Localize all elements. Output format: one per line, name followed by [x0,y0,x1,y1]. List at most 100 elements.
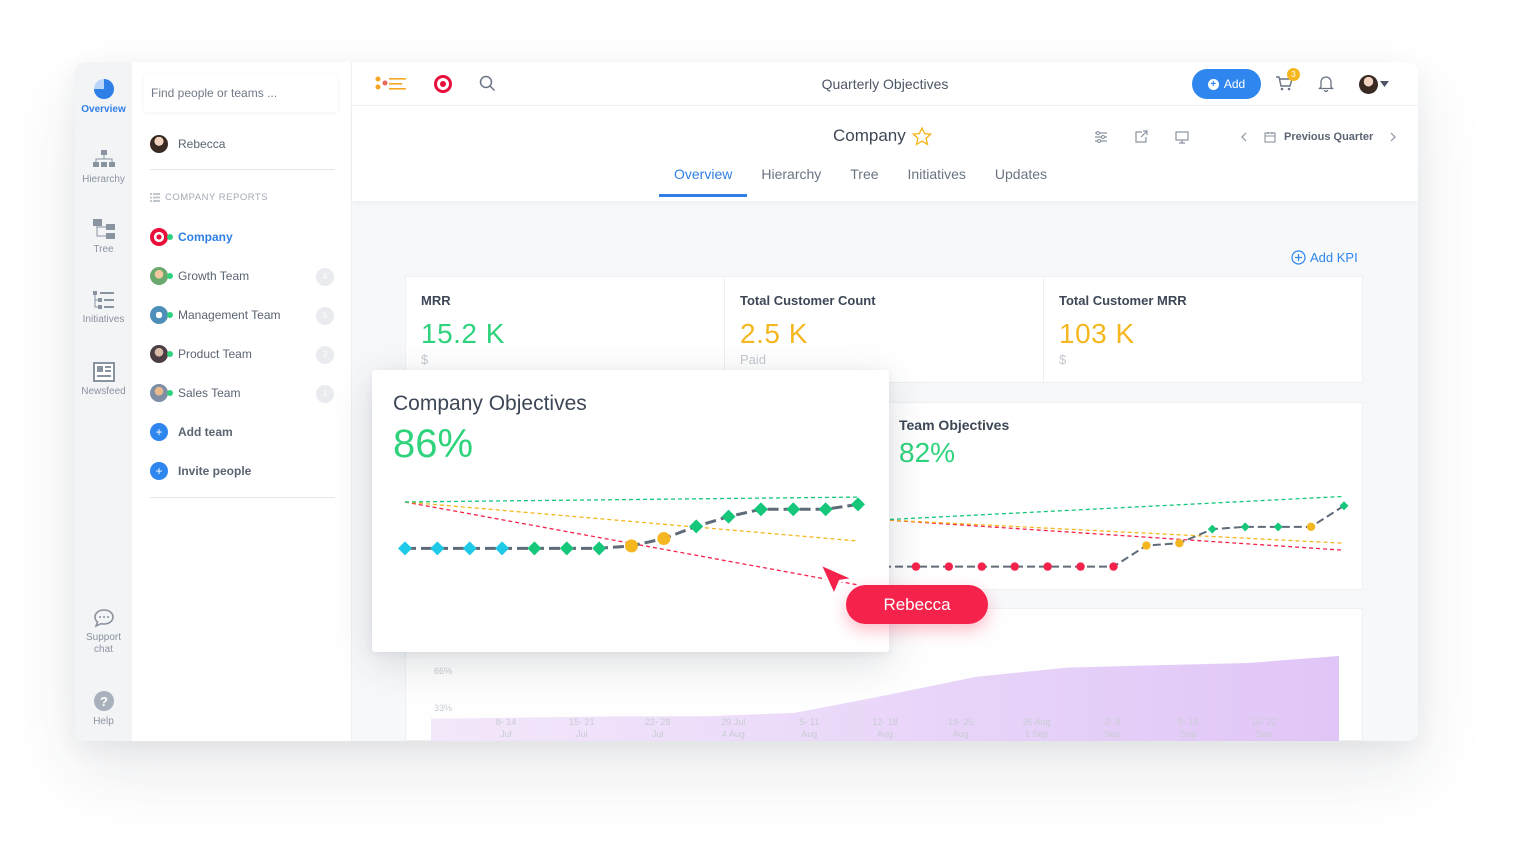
sidebar: Find people or teams ... Rebecca COMPANY… [132,62,352,741]
company-objectives-value: 86% [393,422,474,466]
team-avatar-icon [150,306,173,324]
online-dot [167,351,173,357]
tab-bar: Overview Hierarchy Tree Initiatives Upda… [658,164,1076,197]
team-objectives-value: 82% [899,437,956,468]
sidebar-item-label: Product Team [178,347,252,361]
count-badge: 1 [316,385,334,403]
tab-hierarchy[interactable]: Hierarchy [761,166,822,182]
kpi-label: MRR [421,293,451,308]
rail-initiatives[interactable]: Initiatives [75,290,132,325]
period-selector[interactable]: Previous Quarter [1240,131,1397,143]
sidebar-item-company[interactable]: Company [150,227,334,247]
data-point [495,541,510,556]
rail-hierarchy-label: Hierarchy [82,174,125,185]
sidebar-item-management-team[interactable]: Management Team 5 [150,305,334,325]
rail-newsfeed[interactable]: Newsfeed [75,362,132,397]
page-header: Company Previous Quarter Overview Hierar… [352,106,1418,201]
sidebar-item-sales-team[interactable]: Sales Team 1 [150,383,334,403]
add-team-button[interactable]: + Add team [150,423,233,441]
data-point [527,541,542,556]
current-user[interactable]: Rebecca [150,135,225,153]
data-point [911,562,921,571]
progress-area-chart: 66% 33% 8- 14 Jul 15- 21 Jul 22- 28 Jul 29 Jul 4 … [431,655,1339,741]
rail-overview[interactable]: Overview [75,78,132,115]
x-tick-label: Aug [953,729,969,739]
present-icon[interactable] [1175,130,1189,144]
sidebar-item-label: Sales Team [178,386,241,400]
add-kpi-button[interactable]: Add KPI [1291,250,1358,265]
target-logo-icon[interactable] [432,73,454,95]
y-tick-label: 66% [434,666,452,676]
data-point [559,541,574,556]
company-title: Company [833,126,932,146]
export-icon[interactable] [1134,130,1148,144]
bell-icon[interactable] [1318,75,1334,92]
rail-tree[interactable]: Tree [75,218,132,255]
plus-icon: + [150,462,168,480]
sidebar-item-growth-team[interactable]: Growth Team 4 [150,266,334,286]
tab-tree[interactable]: Tree [850,166,879,182]
kpi-unit: $ [421,352,429,367]
online-dot [167,390,173,396]
kpi-row: MRR 15.2 K $ Total Customer Count 2.5 K … [405,276,1363,383]
company-objectives-card[interactable]: Company Objectives 86% [372,370,889,652]
x-tick-label: Sep [1180,729,1196,739]
x-tick-label: 2- 8 [1105,717,1121,727]
kpi-card[interactable]: MRR 15.2 K $ [406,277,725,382]
count-badge: 3 [316,346,334,364]
chevron-right-icon[interactable] [1389,132,1397,142]
top-bar: Quarterly Objectives + Add 3 [352,62,1418,106]
x-tick-label: Aug [801,729,817,739]
area-series [431,655,1339,741]
x-tick-label: Jul [500,729,512,739]
data-point [1076,562,1085,571]
data-point [592,541,607,556]
rail-initiatives-label: Initiatives [82,314,125,325]
x-tick-label: 19- 25 [948,717,974,727]
user-avatar[interactable] [1359,75,1378,94]
chevron-left-icon[interactable] [1240,132,1248,142]
kpi-card[interactable]: Total Customer Count 2.5 K Paid [725,277,1044,382]
x-tick-label: 1 Sep [1025,729,1049,739]
rail-overview-label: Overview [81,104,126,115]
rail-newsfeed-label: Newsfeed [81,386,126,397]
tab-overview[interactable]: Overview [658,164,748,197]
section-label-text: COMPANY REPORTS [165,192,269,203]
add-button[interactable]: + Add [1192,69,1261,99]
data-point [689,519,704,534]
kpi-label: Total Customer Count [740,293,876,308]
add-button-label: Add [1223,77,1246,91]
rail-help[interactable]: ? Help [75,690,132,727]
data-point [1207,524,1217,534]
sidebar-item-product-team[interactable]: Product Team 3 [150,344,334,364]
search-icon[interactable] [479,75,496,92]
x-tick-label: Sep [1256,729,1272,739]
invite-people-label: Invite people [178,464,252,478]
filter-sliders-icon[interactable] [1094,131,1108,143]
kpi-value: 2.5 K [740,318,808,349]
team-objectives-card[interactable]: Team Objectives 82% [865,402,1363,590]
star-icon[interactable] [911,126,932,146]
caret-down-icon[interactable] [1380,81,1389,87]
x-tick-label: Jul [652,729,664,739]
app-logo-icon[interactable] [374,74,408,94]
data-point [721,509,736,524]
data-point [818,502,833,517]
tab-updates[interactable]: Updates [994,166,1048,182]
x-tick-label: Sep [1104,729,1120,739]
rail-support-chat[interactable]: Support chat [75,608,132,656]
search-input[interactable]: Find people or teams ... [144,74,338,112]
rail-tree-label: Tree [93,244,114,255]
data-point [1109,562,1118,571]
add-kpi-label: Add KPI [1310,250,1358,265]
invite-people-button[interactable]: + Invite people [150,462,251,480]
kpi-card[interactable]: Total Customer MRR 103 K $ [1044,277,1362,382]
tab-initiatives[interactable]: Initiatives [907,166,966,182]
rail-hierarchy[interactable]: Hierarchy [75,148,132,185]
data-point [625,539,638,553]
data-point [1339,501,1349,511]
data-point [944,562,954,571]
x-tick-label: 9- 15 [1178,717,1199,727]
data-point [1273,522,1283,532]
plus-icon: + [1207,78,1219,90]
